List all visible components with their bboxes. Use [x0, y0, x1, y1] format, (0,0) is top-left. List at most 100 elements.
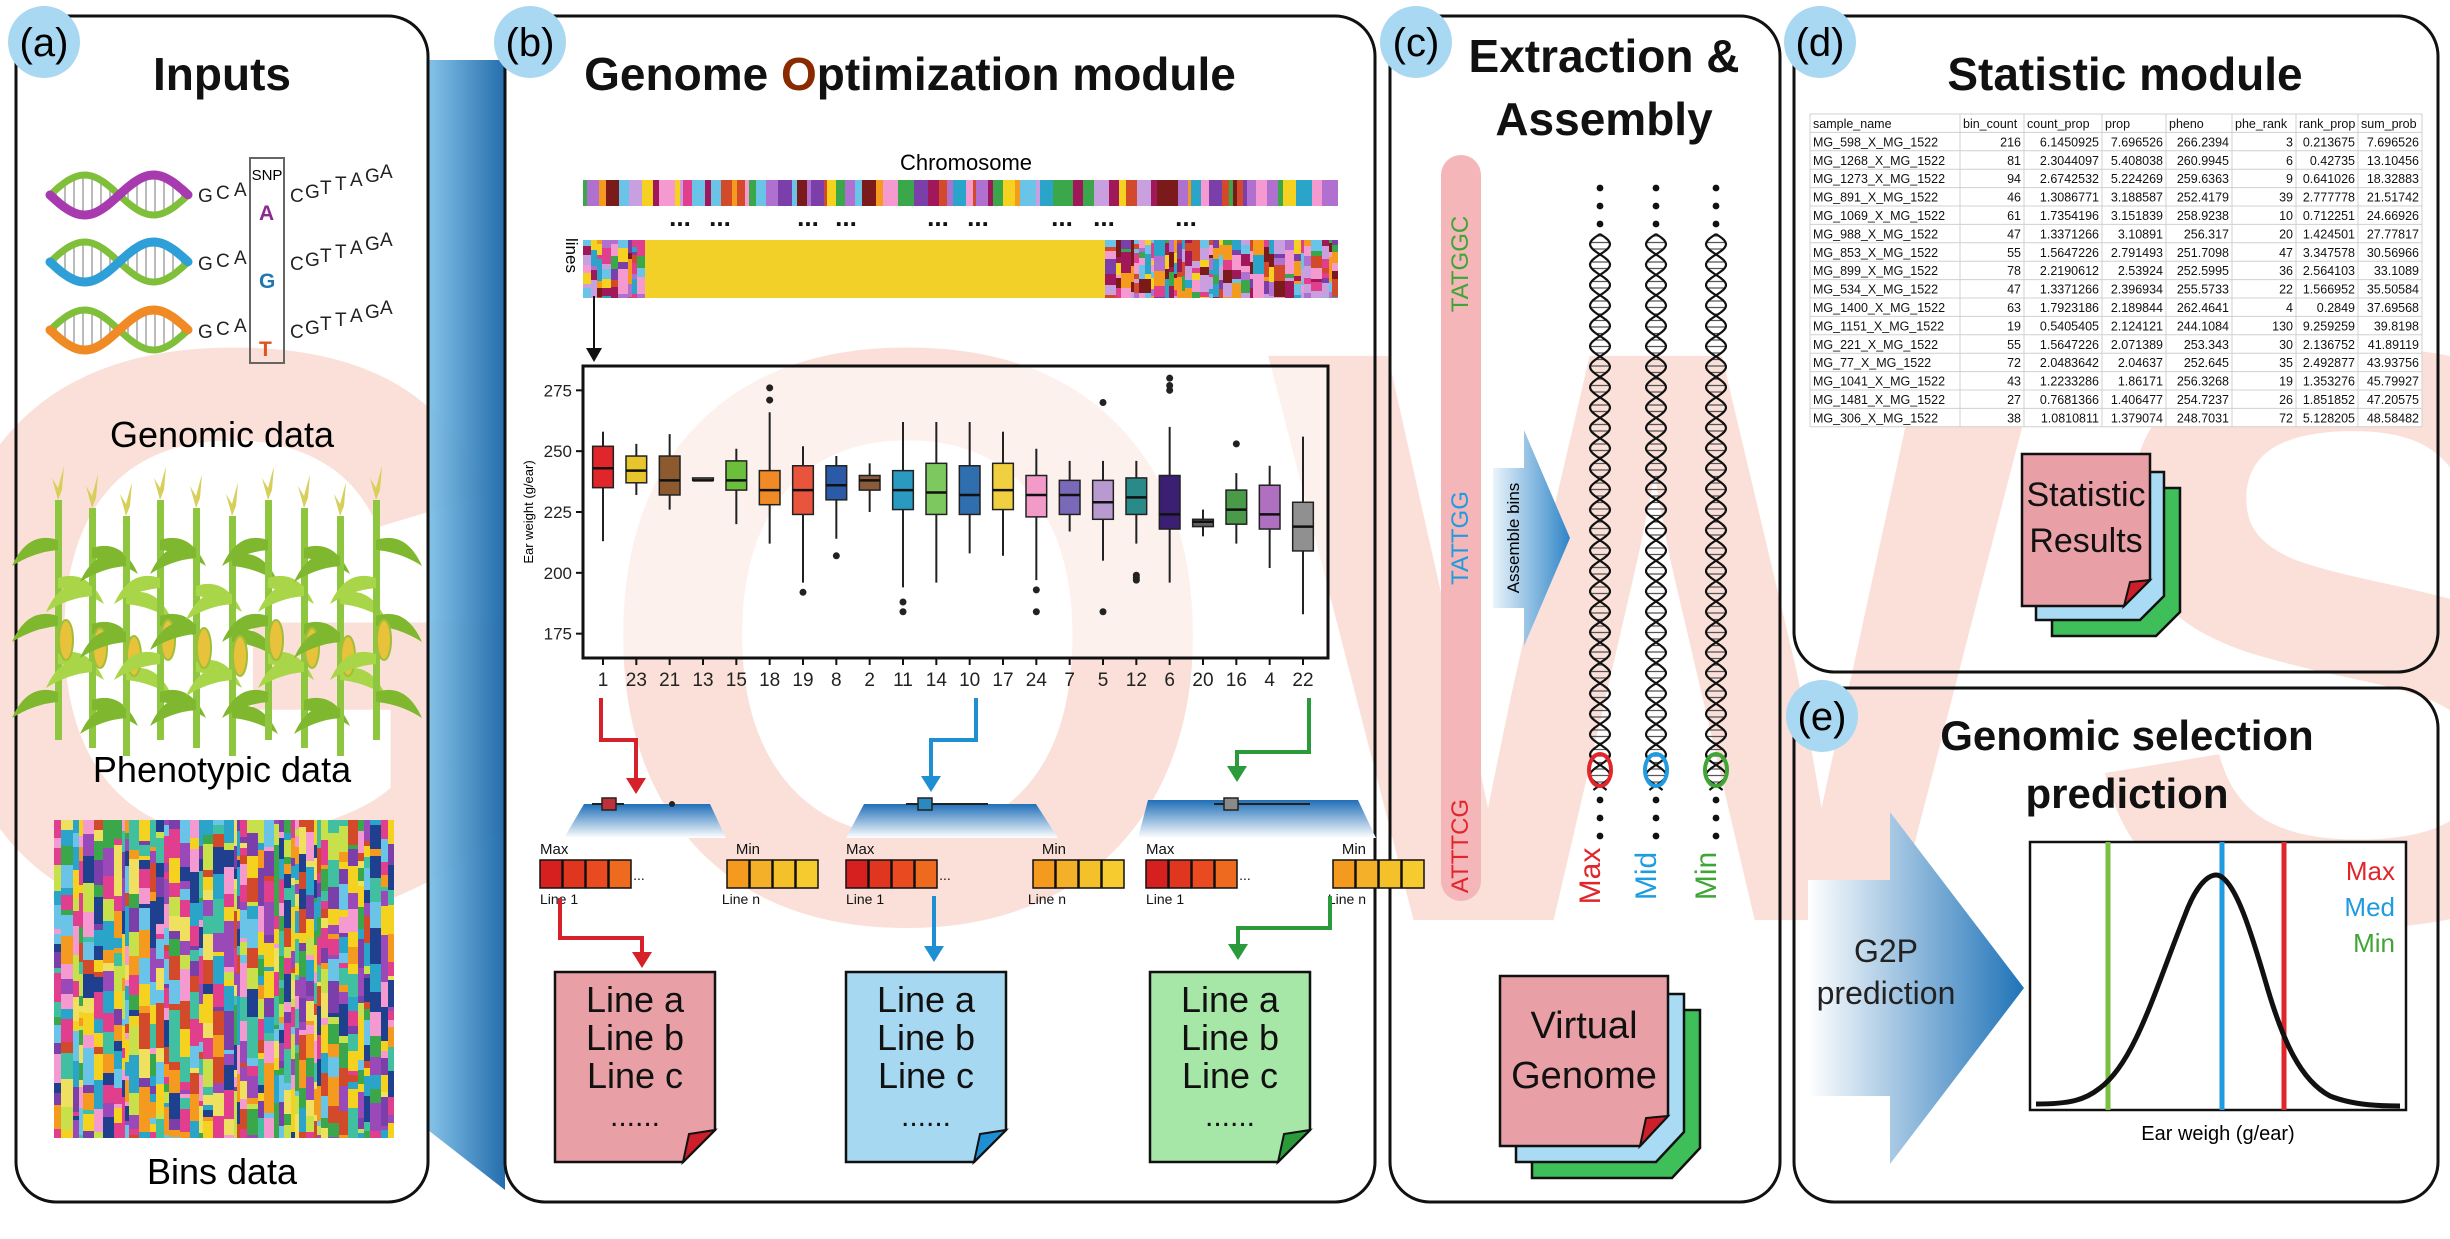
table-cell: 1.7354196 — [2040, 209, 2099, 223]
bin-cell — [358, 1129, 364, 1133]
table-cell: 3.151839 — [2111, 209, 2163, 223]
chromosome-segment — [824, 180, 827, 206]
box-18 — [758, 384, 781, 544]
table-cell: 5.224269 — [2111, 172, 2163, 186]
bin-cell — [295, 1096, 299, 1114]
bin-cell — [299, 1035, 306, 1060]
linen-label: Line n — [1028, 891, 1066, 907]
helix-dot — [1652, 832, 1660, 840]
rank-cell — [1378, 859, 1402, 889]
chromosome-segment — [749, 180, 756, 206]
bin-cell — [139, 820, 150, 841]
bin-cell — [274, 1041, 279, 1058]
bin-cell — [125, 1033, 129, 1039]
sequence-base: G — [305, 318, 320, 339]
bin-cell — [291, 1103, 295, 1132]
bin-cell — [203, 916, 213, 934]
bin-cell — [129, 826, 139, 850]
panel-b-frame — [503, 14, 1377, 1204]
bin-cell — [203, 1121, 213, 1138]
bin-cell — [247, 989, 258, 1017]
lines-cell — [1121, 252, 1131, 258]
selection-outlier — [669, 801, 675, 807]
bin-cell — [258, 1085, 264, 1093]
bin-cell — [291, 951, 295, 968]
bin-cell — [180, 1057, 190, 1082]
box-19 — [791, 446, 815, 596]
bin-cell — [164, 1064, 169, 1077]
bin-cell — [339, 852, 348, 862]
panel-c-title-line2: Assembly — [1495, 93, 1713, 145]
bin-cell — [54, 1093, 61, 1105]
sequence-base: G — [365, 166, 380, 187]
bin-cell — [279, 1004, 284, 1017]
bin-cell — [364, 974, 370, 978]
bin-cell — [328, 981, 339, 991]
table-header: prop — [2105, 117, 2130, 131]
table-cell: 47 — [2007, 283, 2021, 297]
bin-cell — [328, 887, 339, 909]
chromosome-segment — [883, 180, 898, 206]
lines-cell — [1285, 286, 1294, 298]
table-cell: 2.396934 — [2111, 283, 2163, 297]
bin-cell — [364, 1061, 370, 1068]
bin-cell — [388, 1020, 394, 1027]
bin-cell — [169, 956, 180, 980]
dots: ... — [927, 202, 949, 232]
helix-dot — [1596, 796, 1604, 804]
bin-cell — [364, 1002, 370, 1009]
rank-cell — [1214, 859, 1238, 889]
bin-cell — [79, 927, 83, 943]
bin-cell — [274, 1075, 279, 1092]
bin-cell — [73, 870, 79, 898]
table-cell: 21.51742 — [2367, 191, 2419, 205]
bin-cell — [125, 820, 129, 827]
bin-cell — [274, 820, 279, 824]
lines-cell — [1253, 293, 1264, 298]
bin-cell — [203, 844, 213, 870]
line1-label: Line 1 — [846, 891, 884, 907]
box-outlier — [1132, 576, 1140, 584]
lines-cell — [1232, 270, 1241, 279]
bin-cell — [79, 962, 83, 974]
corn-leaf — [80, 553, 126, 582]
box-outlier — [899, 598, 907, 606]
chromosome-segment — [993, 180, 1003, 206]
bin-cell — [139, 888, 150, 898]
bin-cell — [164, 1020, 169, 1047]
lines-cell — [1116, 257, 1121, 263]
chromosome-segment — [1178, 180, 1188, 206]
selection-fan — [564, 804, 726, 838]
dots: ... — [967, 202, 989, 232]
corn-tassel — [334, 482, 346, 516]
bin-cell — [274, 948, 279, 972]
chromosome-label: Chromosome — [900, 150, 1032, 175]
bin-cell — [284, 888, 291, 900]
bin-cell — [321, 840, 328, 865]
sequence-base: T — [335, 242, 347, 263]
bin-cell — [180, 1098, 190, 1109]
rank-cell — [1191, 859, 1215, 889]
bin-cell — [234, 820, 237, 846]
bin-cell — [321, 869, 328, 891]
bin-cell — [94, 1047, 103, 1054]
lines-cell — [1209, 289, 1213, 294]
bin-cell — [388, 976, 394, 980]
bin-cell — [247, 912, 258, 919]
bin-cell — [139, 904, 150, 908]
bin-cell — [156, 959, 164, 968]
lines-cell — [1213, 240, 1219, 248]
lines-cell — [1116, 288, 1121, 298]
bin-cell — [299, 977, 306, 998]
dna-sequences: G C AAC G T T A G AG C AGC G T T A G AG C ATC G T T A G A — [198, 162, 393, 361]
lines-cell — [1329, 273, 1332, 282]
lines-cell — [1285, 281, 1294, 286]
bin-cell — [358, 1003, 364, 1017]
bin-cell — [274, 866, 279, 894]
lines-cell — [1185, 240, 1192, 243]
bin-cell — [164, 1077, 169, 1084]
bin-cell — [295, 1082, 299, 1091]
lines-cell — [1134, 283, 1139, 288]
bin-cell — [364, 1020, 370, 1045]
xtick-label: 12 — [1126, 670, 1147, 691]
